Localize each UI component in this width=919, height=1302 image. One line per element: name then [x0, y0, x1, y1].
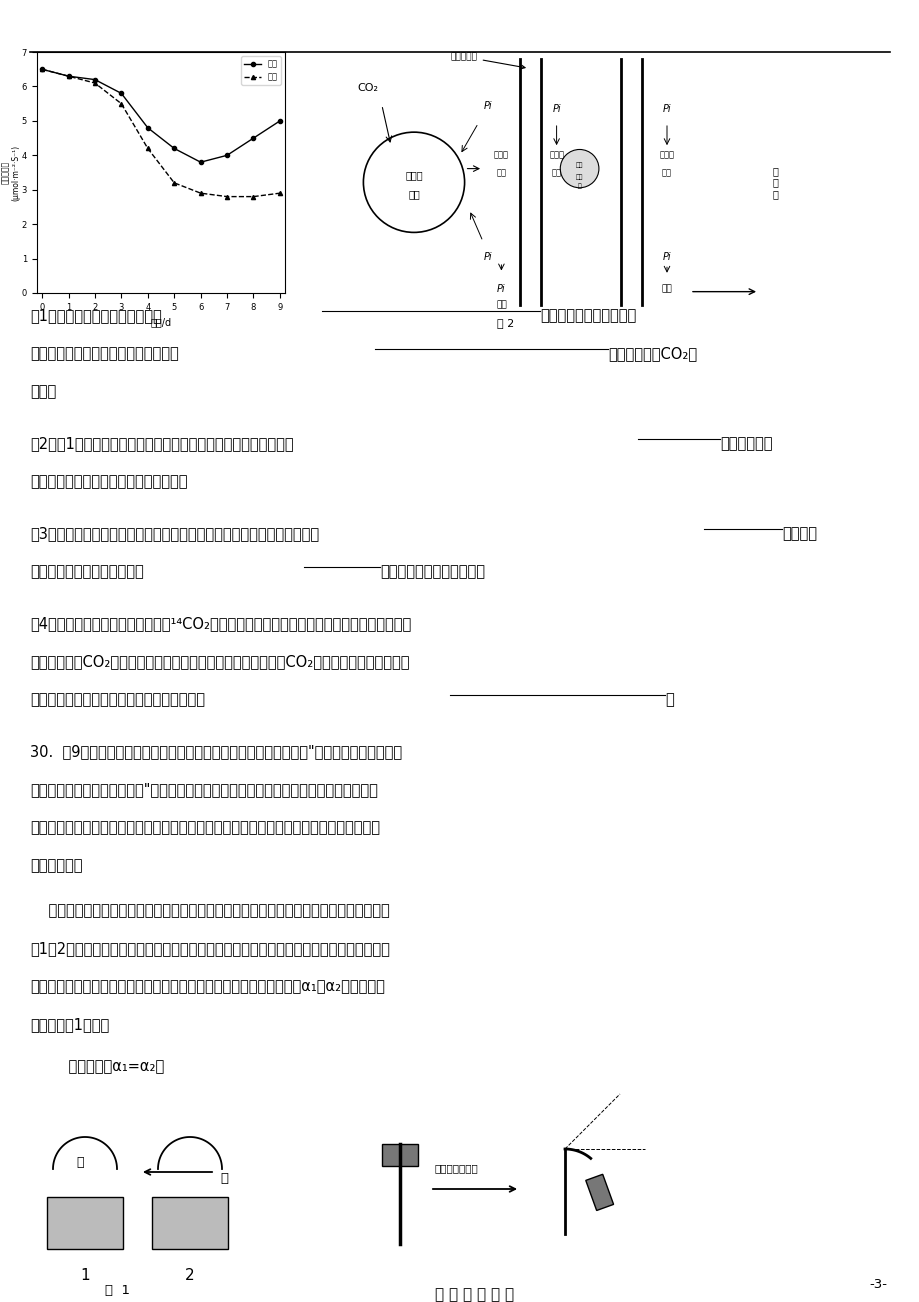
Text: 循环: 循环: [408, 189, 419, 199]
Text: 三碳糖: 三碳糖: [494, 150, 508, 159]
Text: 图  1: 图 1: [105, 1284, 130, 1297]
X-axis label: 时间/d: 时间/d: [151, 318, 171, 327]
Line: 甲组: 甲组: [40, 68, 282, 164]
Text: -3-: -3-: [868, 1279, 886, 1292]
Text: 作1、2），分别置于黑暗中和单侧光下一段时间。然后，取下琼脂块，分别放在切除尖端的: 作1、2），分别置于黑暗中和单侧光下一段时间。然后，取下琼脂块，分别放在切除尖端…: [30, 941, 390, 956]
Text: 卡尔文: 卡尔文: [404, 171, 423, 181]
甲组: [116, 86, 127, 102]
Text: Pi: Pi: [482, 251, 492, 262]
Text: 1: 1: [80, 1268, 90, 1284]
Text: Pi: Pi: [482, 102, 492, 112]
Text: 了以下实验：: 了以下实验：: [30, 858, 83, 874]
Text: 转运: 转运: [575, 174, 583, 180]
乙组: [62, 69, 74, 85]
甲组: [62, 69, 74, 85]
Text: Pi: Pi: [662, 251, 671, 262]
Y-axis label: 净光合速率
(μmol·m⁻²·S⁻¹): 净光合速率 (μmol·m⁻²·S⁻¹): [1, 145, 20, 201]
Text: ，再被转入各种细胞利用。: ，再被转入各种细胞利用。: [380, 564, 484, 579]
Text: 实验一：将生长状况相同的同种植物胚芽鞘尖端切下来，放在等体积琼脂切块上（分别记: 实验一：将生长状况相同的同种植物胚芽鞘尖端切下来，放在等体积琼脂切块上（分别记: [30, 904, 390, 918]
甲组: [195, 155, 206, 171]
Text: 光侧的生长素在光的影响下被分解了，还是向光侧的生长素向背光侧转移了？为此，有人做: 光侧的生长素在光的影响下被分解了，还是向光侧的生长素向背光侧转移了？为此，有人做: [30, 820, 380, 835]
Text: 细
胞
外: 细 胞 外: [771, 165, 777, 199]
Text: 光: 光: [220, 1172, 228, 1185]
Text: 30.  （9分）植物在单侧光照射下弯向光源生长。这个现象被解释为"单侧光照能够使生长素: 30. （9分）植物在单侧光照射下弯向光源生长。这个现象被解释为"单侧光照能够使…: [30, 743, 402, 759]
Legend: 甲组, 乙组: 甲组, 乙组: [241, 56, 280, 85]
甲组: [37, 61, 48, 77]
乙组: [168, 174, 179, 190]
甲组: [274, 113, 285, 129]
乙组: [142, 141, 153, 156]
Bar: [47, 1197, 123, 1249]
甲组: [142, 120, 153, 135]
Text: 磷酸: 磷酸: [575, 163, 583, 168]
Bar: [152, 1197, 228, 1249]
Text: 响，测定油茶幼苗的净光合速率可测定: 响，测定油茶幼苗的净光合速率可测定: [30, 346, 178, 361]
甲组: [221, 147, 233, 163]
Text: （1）本实验的研究课题是：探究: （1）本实验的研究课题是：探究: [30, 309, 162, 323]
Text: 。叶肉细: 。叶肉细: [781, 526, 816, 542]
Text: Pi: Pi: [662, 104, 671, 113]
甲组: [248, 130, 259, 146]
Text: 淀粉: 淀粉: [495, 301, 506, 310]
Bar: [381, 1144, 417, 1167]
Text: 胞合成的蔗糖被相关酶水解为: 胞合成的蔗糖被相关酶水解为: [30, 564, 143, 579]
Text: CO₂: CO₂: [357, 83, 378, 94]
Text: 强油茶幼苗的抗寒性，提高移栽成活率。: 强油茶幼苗的抗寒性，提高移栽成活率。: [30, 474, 187, 490]
甲组: [89, 72, 100, 87]
Text: Pi: Pi: [551, 104, 561, 113]
Text: 叶绿体内膜: 叶绿体内膜: [450, 52, 525, 69]
Text: 现，短时间内CO₂就已经转化为许多种类的化合物。如果要探究CO₂转化成的第一种产物是什: 现，短时间内CO₂就已经转化为许多种类的化合物。如果要探究CO₂转化成的第一种产…: [30, 654, 409, 669]
甲组: [168, 141, 179, 156]
Text: 。: 。: [664, 691, 673, 707]
乙组: [37, 61, 48, 77]
Text: 胚 芽 鞘 弯 曲 度: 胚 芽 鞘 弯 曲 度: [435, 1286, 514, 1302]
Text: 处理，可以增: 处理，可以增: [720, 436, 772, 450]
乙组: [248, 189, 259, 204]
Line: 乙组: 乙组: [40, 68, 282, 199]
Text: 过一段时间之后: 过一段时间之后: [435, 1163, 478, 1173]
Text: 三碳糖: 三碳糖: [659, 150, 674, 159]
乙组: [116, 96, 127, 112]
Text: 磷酸: 磷酸: [496, 168, 505, 177]
Text: （4）如果向培养植物的温室内通入¹⁴CO₂，光照一定时间后提取细胞中的产物并分析。实验发: （4）如果向培养植物的温室内通入¹⁴CO₂，光照一定时间后提取细胞中的产物并分析…: [30, 616, 411, 631]
Text: 冲液。: 冲液。: [30, 384, 56, 398]
Text: 磷酸: 磷酸: [551, 168, 561, 177]
Text: （3）叶绿体内膜上的磷酸转运器，每转入一分子磷酸必定同时运出一分子: （3）叶绿体内膜上的磷酸转运器，每转入一分子磷酸必定同时运出一分子: [30, 526, 319, 542]
Text: 2: 2: [185, 1268, 195, 1284]
Text: Pi: Pi: [496, 284, 505, 294]
Text: 暗: 暗: [76, 1155, 84, 1168]
乙组: [274, 185, 285, 201]
Text: 验过程如图1所示。: 验过程如图1所示。: [30, 1017, 109, 1032]
Text: 么物质，应如何操作？请写出实验的设计思路: 么物质，应如何操作？请写出实验的设计思路: [30, 691, 205, 707]
Text: 胚芽鞘一侧，过一段时间之后，同时观察并测量胚芽鞘弯曲度（分别用α₁和α₂表示），实: 胚芽鞘一侧，过一段时间之后，同时观察并测量胚芽鞘弯曲度（分别用α₁和α₂表示），…: [30, 979, 384, 993]
Text: 图 2: 图 2: [497, 318, 514, 328]
乙组: [89, 76, 100, 91]
Text: 在背光一侧比向光一侧分布多"。为什么生长素在背光一侧比向光一侧分布多呢？是因为向: 在背光一侧比向光一侧分布多"。为什么生长素在背光一侧比向光一侧分布多呢？是因为向: [30, 783, 378, 797]
乙组: [195, 185, 206, 201]
乙组: [221, 189, 233, 204]
Text: （2）图1中结果表明，在实际生产冬季移栽时，先将油茶幼苗进行: （2）图1中结果表明，在实际生产冬季移栽时，先将油茶幼苗进行: [30, 436, 293, 450]
Text: 的油茶幼苗光合速率的影: 的油茶幼苗光合速率的影: [539, 309, 636, 323]
Text: 三碳糖: 三碳糖: [549, 150, 563, 159]
Text: 蔗糖: 蔗糖: [661, 285, 672, 294]
Text: ，装置中要有CO₂缓: ，装置中要有CO₂缓: [607, 346, 697, 361]
Text: 实验结果：α₁=α₂。: 实验结果：α₁=α₂。: [50, 1059, 165, 1074]
Text: 器: 器: [577, 184, 581, 189]
Text: 磷酸: 磷酸: [662, 168, 671, 177]
Bar: [585, 1174, 613, 1211]
Circle shape: [560, 150, 598, 187]
